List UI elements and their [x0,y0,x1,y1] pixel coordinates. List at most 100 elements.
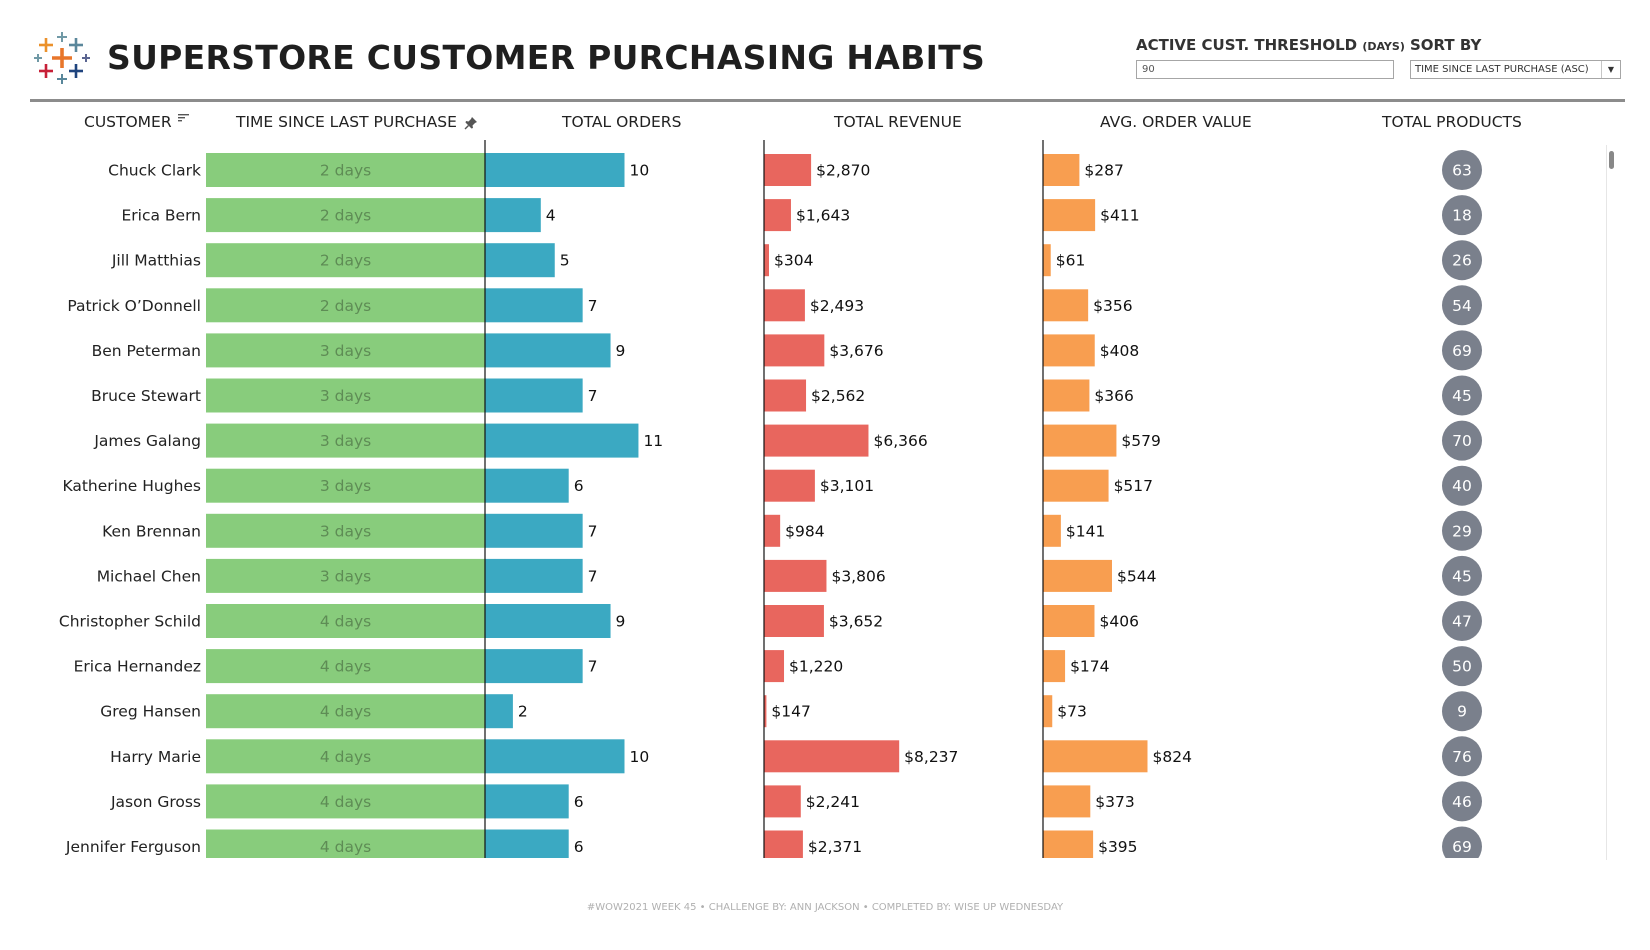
revenue-label: $304 [774,252,813,270]
aov-bar [1043,695,1053,728]
orders-bar [485,829,569,858]
customer-name: Erica Hernandez [74,658,201,676]
customer-chart: Chuck Clark 2 days 10 $2,870 $287 63 Erica Ber… [59,140,1482,858]
orders-bar [485,513,583,548]
orders-bar [485,153,625,187]
products-label: 46 [1452,793,1472,811]
orders-bar [485,333,611,368]
aov-bar [1043,650,1066,683]
aov-bar [1043,334,1095,367]
aov-label: $395 [1098,838,1137,856]
column-header-customer-label: CUSTOMER [84,113,172,131]
revenue-bar [764,244,769,277]
revenue-bar [764,559,827,592]
revenue-label: $3,676 [829,342,883,360]
column-header-revenue[interactable]: TOTAL REVENUE [834,113,962,131]
products-circle [1442,781,1482,822]
aov-bar [1043,785,1091,818]
products-circle [1442,420,1482,461]
aov-label: $824 [1152,748,1191,766]
aov-label: $408 [1100,342,1139,360]
sort-icon[interactable] [177,113,190,123]
orders-bar [485,288,583,323]
products-label: 47 [1452,613,1472,631]
revenue-label: $984 [785,522,824,540]
products-label: 70 [1452,432,1472,450]
products-circle [1442,826,1482,858]
products-circle [1442,285,1482,326]
vertical-scrollbar[interactable] [1606,145,1618,860]
customer-name: Jason Gross [110,793,201,811]
column-header-customer[interactable]: CUSTOMER [84,113,190,131]
aov-label: $517 [1114,477,1153,495]
orders-label: 10 [630,162,650,180]
dashboard-header: SUPERSTORE CUSTOMER PURCHASING HABITS AC… [0,0,1650,106]
time-bar [206,784,485,819]
time-bar [206,829,485,858]
column-header-products[interactable]: TOTAL PRODUCTS [1382,113,1522,131]
aov-bar [1043,559,1112,592]
time-label: 3 days [320,522,371,540]
revenue-label: $6,366 [873,432,927,450]
orders-label: 2 [518,703,528,721]
products-circle [1442,601,1482,641]
threshold-label-text: ACTIVE CUST. THRESHOLD [1136,36,1358,54]
column-header-time[interactable]: TIME SINCE LAST PURCHASE [236,113,478,131]
aov-bar [1043,199,1096,232]
customer-name: Christopher Schild [59,613,201,631]
orders-bar [485,423,639,458]
sort-by-value: TIME SINCE LAST PURCHASE (ASC) [1415,64,1589,75]
revenue-bar [764,830,803,858]
orders-label: 4 [546,207,556,225]
customer-name: Patrick O’Donnell [67,297,201,315]
aov-label: $287 [1084,162,1123,180]
products-label: 29 [1452,522,1472,540]
sort-by-dropdown[interactable]: TIME SINCE LAST PURCHASE (ASC) ▼ [1410,60,1621,79]
aov-label: $406 [1099,613,1138,631]
orders-bar [485,558,583,593]
time-label: 2 days [320,162,371,180]
time-label: 2 days [320,207,371,225]
chevron-down-icon[interactable]: ▼ [1601,61,1620,78]
products-circle [1442,465,1482,506]
orders-label: 9 [616,342,626,360]
time-bar [206,333,485,368]
scrollbar-track[interactable] [1606,145,1607,860]
time-bar [206,243,485,278]
customer-name: Michael Chen [97,567,201,585]
orders-bar [485,243,555,278]
revenue-bar [764,695,767,728]
products-circle [1442,195,1482,236]
aov-label: $174 [1070,658,1109,676]
footer-credits: #WOW2021 WEEK 45 • CHALLENGE BY: ANN JAC… [586,902,1064,913]
orders-label: 6 [574,477,584,495]
revenue-label: $2,562 [811,387,865,405]
time-label: 3 days [320,567,371,585]
column-header-time-label: TIME SINCE LAST PURCHASE [236,113,457,131]
orders-label: 7 [588,387,598,405]
revenue-bar [764,379,807,412]
revenue-label: $3,101 [820,477,874,495]
time-label: 2 days [320,297,371,315]
aov-label: $366 [1094,387,1133,405]
time-label: 3 days [320,432,371,450]
time-label: 4 days [320,658,371,676]
aov-label: $544 [1117,567,1156,585]
orders-label: 7 [588,567,598,585]
column-header-aov[interactable]: AVG. ORDER VALUE [1100,113,1252,131]
threshold-input[interactable] [1136,60,1394,79]
customer-name: Chuck Clark [108,162,201,180]
revenue-label: $2,493 [810,297,864,315]
column-header-orders[interactable]: TOTAL ORDERS [562,113,682,131]
products-label: 69 [1452,342,1472,360]
chart-rows: Chuck Clark 2 days 10 $2,870 $287 63 Erica Ber… [59,150,1482,858]
products-circle [1442,646,1482,687]
time-label: 4 days [320,793,371,811]
pin-icon[interactable] [464,116,478,130]
products-label: 54 [1452,297,1472,315]
products-circle [1442,150,1482,190]
revenue-label: $147 [771,703,810,721]
orders-bar [485,649,583,684]
header-divider [30,99,1625,102]
scrollbar-thumb[interactable] [1609,151,1614,169]
